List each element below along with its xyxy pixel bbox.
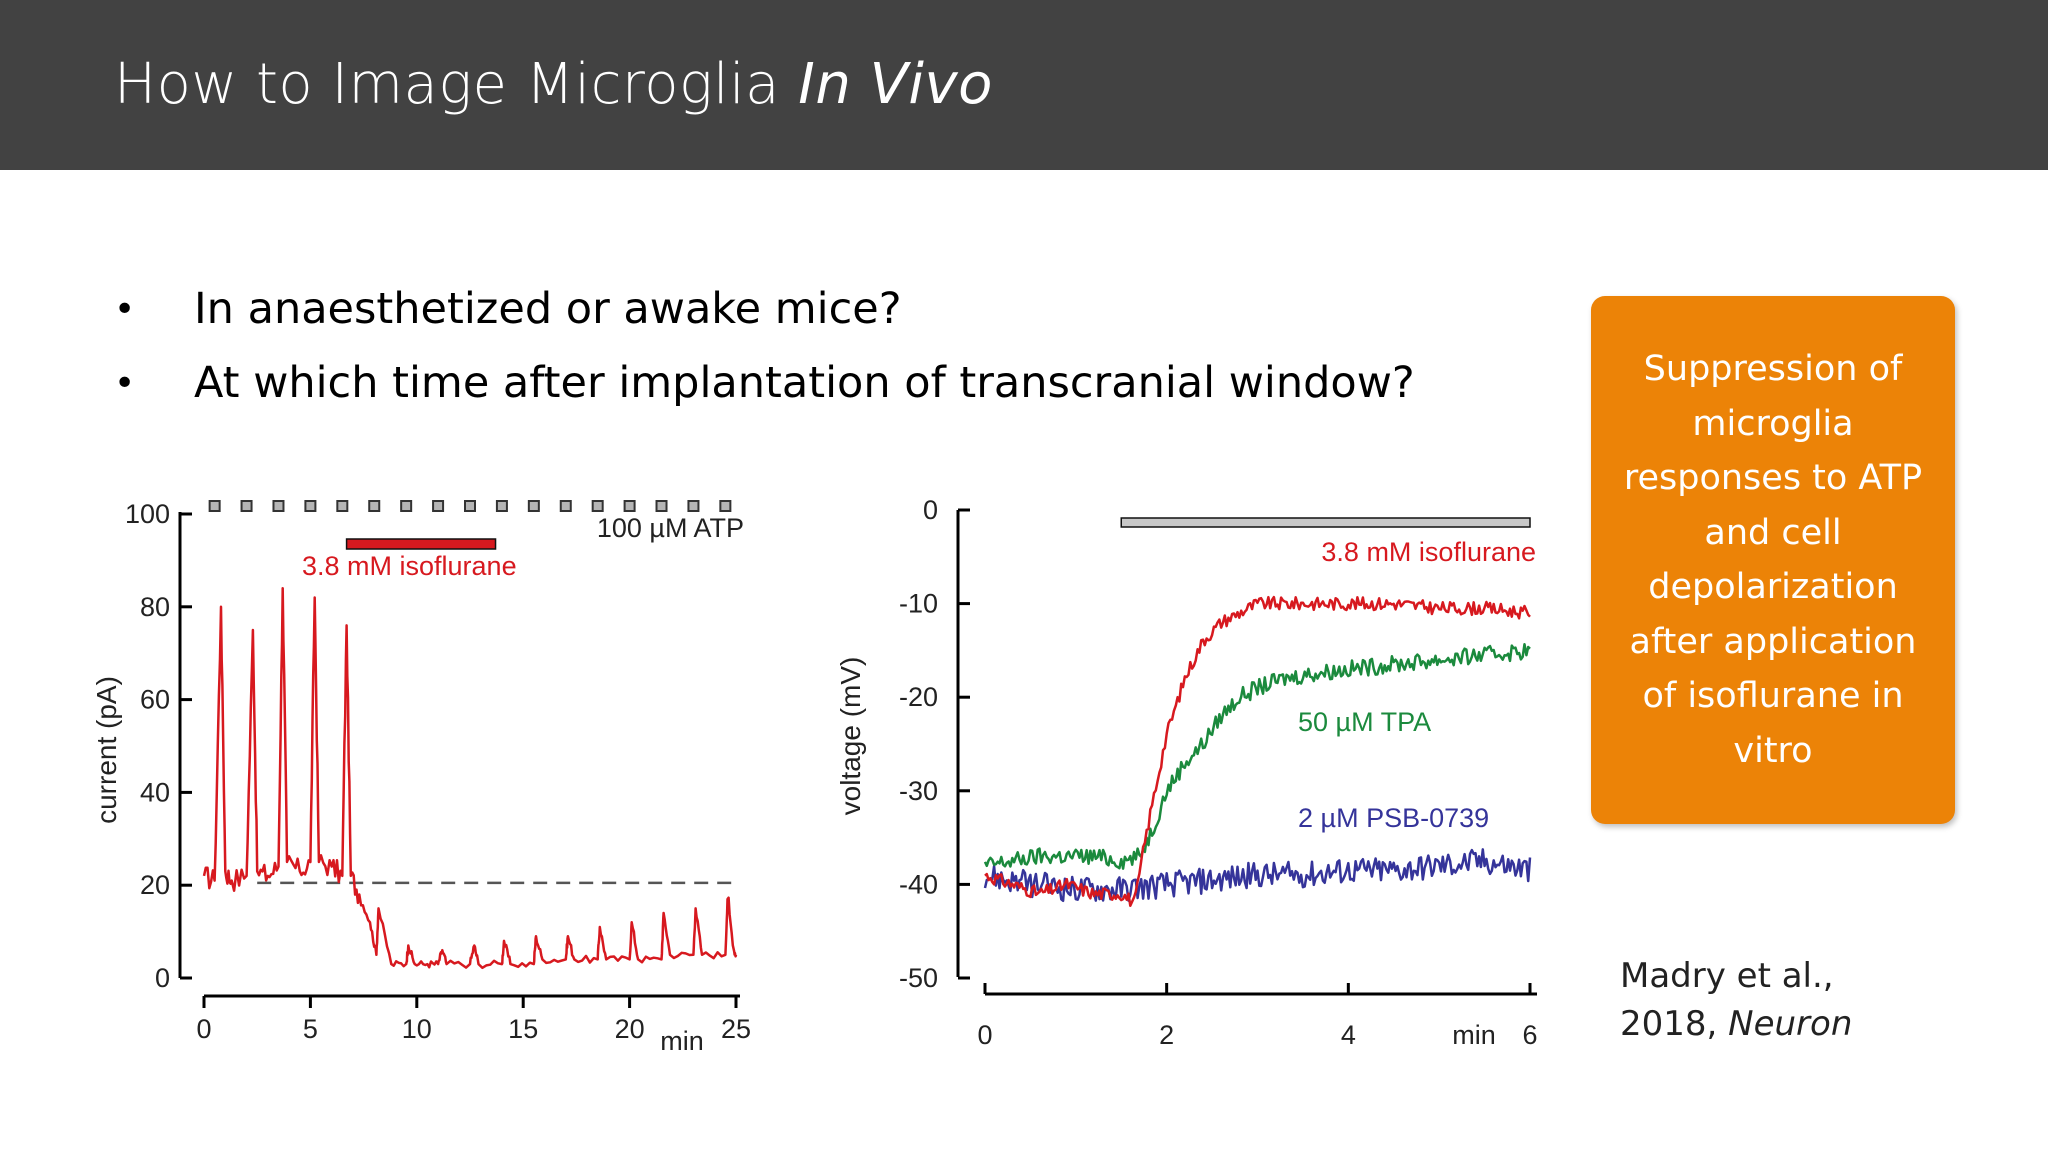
citation-authors: Madry et al., [1620, 956, 1834, 996]
callout-text: Suppression of microglia responses to AT… [1623, 349, 1923, 771]
x-tick-label: 0 [196, 1014, 211, 1044]
citation: Madry et al., 2018, Neuron [1620, 952, 1852, 1048]
bullet-item: • At which time after implantation of tra… [114, 346, 1415, 420]
y-tick-label: -40 [899, 869, 938, 899]
current-chart: 0 20 40 60 80 100 0 5 10 15 20 25 current (pA) min… [91, 499, 751, 1056]
y-tick-label: 80 [140, 592, 170, 622]
atp-pulse-marker [208, 500, 221, 512]
y-tick-label: -20 [899, 682, 938, 712]
atp-pulse-marker [559, 500, 572, 512]
y-ticks: 0 20 40 60 80 100 [125, 499, 192, 993]
atp-label: 100 µM ATP [597, 513, 744, 543]
slide-title-italic: In Vivo [798, 52, 993, 117]
y-axis-label: current (pA) [91, 676, 122, 824]
atp-pulse-markers [208, 500, 732, 512]
y-tick-label: 60 [140, 685, 170, 715]
x-tick-label: 2 [1159, 1020, 1174, 1050]
y-tick-label: -30 [899, 776, 938, 806]
atp-pulse-marker [464, 500, 476, 512]
x-tick-label: 10 [402, 1014, 432, 1044]
atp-pulse-marker [304, 500, 317, 512]
bullet-text: In anaesthetized or awake mice? [194, 284, 902, 334]
bullet-dot: • [114, 362, 136, 404]
psb-0739-trace [983, 848, 1532, 903]
y-tick-label: 40 [140, 777, 170, 807]
atp-pulse-marker [336, 500, 349, 512]
atp-pulse-marker [687, 500, 700, 512]
x-ticks: 0 5 10 15 20 25 [196, 996, 751, 1044]
citation-source: 2018, Neuron [1620, 1004, 1853, 1044]
x-tick-label: 0 [977, 1020, 992, 1050]
title-bar: How to Image Microglia In Vivo [0, 0, 2048, 170]
y-tick-label: 0 [155, 963, 170, 993]
atp-pulse-marker [368, 500, 381, 512]
atp-pulse-marker [623, 500, 636, 512]
x-axis-label: min [660, 1026, 704, 1056]
y-tick-label: -10 [899, 589, 938, 619]
y-axis-label: voltage (mV) [835, 657, 866, 816]
slide-title: How to Image Microglia In Vivo [114, 52, 993, 117]
bullet-item: • In anaesthetized or awake mice? [114, 272, 1415, 346]
y-tick-label: 20 [140, 870, 170, 900]
y-ticks: 0 -10 -20 -30 -40 -50 [899, 495, 970, 993]
atp-pulse-marker [432, 500, 445, 512]
current-trace [202, 586, 738, 970]
voltage-chart: 0 -10 -20 -30 -40 -50 0 2 4 6 voltage (mV) min 3… [835, 495, 1538, 1050]
atp-pulse-marker [240, 500, 253, 512]
y-tick-label: -50 [899, 963, 938, 993]
y-tick-label: 0 [923, 495, 938, 525]
tpa-trace [983, 642, 1531, 870]
atp-pulse-marker [719, 500, 732, 512]
x-axis-label: min [1452, 1020, 1496, 1050]
bullet-text: At which time after implantation of tran… [194, 358, 1415, 408]
x-tick-label: 6 [1522, 1020, 1537, 1050]
atp-pulse-marker [527, 500, 540, 512]
citation-journal: Neuron [1728, 1004, 1853, 1044]
isoflurane-trace [984, 595, 1531, 908]
x-tick-label: 20 [615, 1014, 645, 1044]
atp-pulse-marker [400, 500, 413, 512]
x-tick-label: 5 [303, 1014, 318, 1044]
x-tick-label: 4 [1341, 1020, 1356, 1050]
x-tick-label: 15 [508, 1014, 538, 1044]
x-tick-label: 25 [721, 1014, 751, 1044]
atp-pulse-marker [272, 500, 285, 512]
isoflurane-label: 3.8 mM isoflurane [302, 551, 517, 581]
series-label-isoflurane: 3.8 mM isoflurane [1321, 537, 1536, 567]
bullet-list: • In anaesthetized or awake mice? • At whi… [114, 272, 1415, 420]
drug-application-bar [1120, 517, 1531, 528]
isoflurane-bar [345, 538, 497, 550]
bullet-dot: • [114, 288, 136, 330]
atp-pulse-marker [591, 500, 604, 512]
atp-pulse-marker [495, 500, 508, 512]
summary-callout: Suppression of microglia responses to AT… [1591, 296, 1955, 824]
series-label-tpa: 50 µM TPA [1298, 707, 1431, 737]
y-tick-label: 100 [125, 499, 170, 529]
atp-pulse-marker [655, 500, 668, 512]
x-ticks: 0 2 4 6 [977, 983, 1538, 1050]
series-label-psb: 2 µM PSB-0739 [1298, 803, 1489, 833]
